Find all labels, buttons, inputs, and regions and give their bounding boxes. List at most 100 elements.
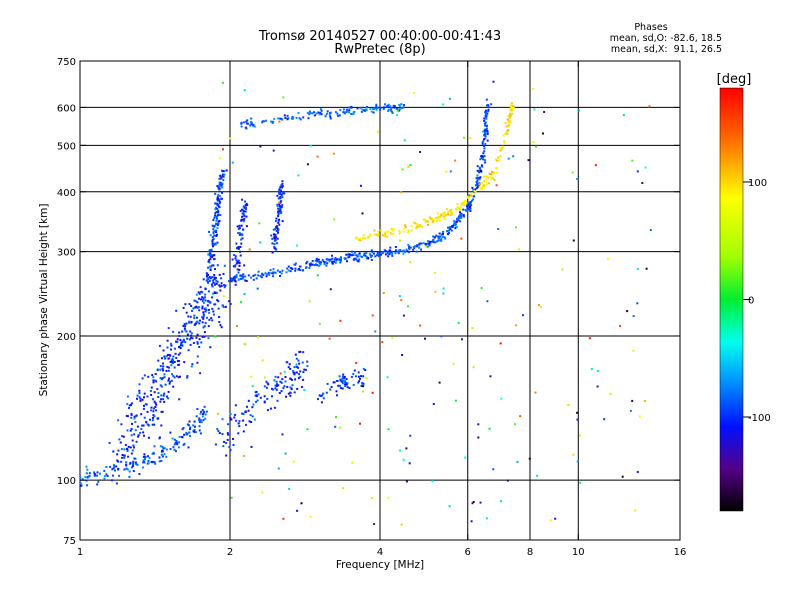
data-point bbox=[209, 346, 212, 349]
data-point bbox=[224, 305, 227, 308]
data-point bbox=[147, 436, 150, 439]
data-point bbox=[188, 303, 191, 305]
data-point bbox=[314, 263, 317, 266]
data-point bbox=[285, 271, 288, 274]
data-point bbox=[239, 274, 242, 277]
data-point bbox=[126, 395, 129, 398]
data-point bbox=[408, 462, 411, 465]
data-point bbox=[120, 460, 123, 463]
data-point bbox=[375, 105, 378, 108]
data-point bbox=[280, 193, 283, 196]
data-point bbox=[366, 256, 369, 259]
data-point bbox=[170, 373, 173, 376]
data-point bbox=[345, 378, 348, 381]
data-point bbox=[217, 205, 220, 208]
data-point bbox=[163, 355, 166, 358]
data-point bbox=[221, 169, 223, 172]
data-point bbox=[472, 192, 475, 195]
data-point bbox=[309, 112, 312, 114]
data-point bbox=[472, 501, 475, 503]
data-point bbox=[213, 283, 216, 286]
data-point bbox=[447, 226, 449, 229]
data-point bbox=[206, 410, 208, 413]
data-point bbox=[454, 399, 457, 402]
data-point bbox=[298, 117, 301, 120]
data-point bbox=[193, 317, 196, 320]
data-point bbox=[375, 103, 378, 106]
data-point bbox=[208, 318, 211, 321]
data-point bbox=[252, 403, 255, 406]
data-point bbox=[336, 394, 338, 397]
data-point bbox=[273, 271, 276, 274]
data-point bbox=[341, 377, 344, 380]
data-point bbox=[495, 171, 498, 174]
data-point bbox=[440, 233, 443, 236]
data-point bbox=[211, 236, 214, 239]
data-point bbox=[247, 274, 250, 277]
data-point bbox=[483, 134, 486, 137]
data-point bbox=[259, 275, 262, 278]
data-point bbox=[416, 245, 419, 248]
data-point bbox=[492, 171, 495, 174]
data-point bbox=[471, 199, 473, 202]
data-point bbox=[169, 380, 172, 383]
data-point bbox=[443, 212, 446, 215]
data-point bbox=[279, 196, 282, 199]
data-point bbox=[272, 233, 275, 236]
data-point bbox=[153, 445, 156, 448]
data-point bbox=[162, 369, 165, 372]
data-point bbox=[451, 212, 454, 215]
data-point bbox=[431, 217, 434, 220]
data-point bbox=[266, 382, 269, 385]
data-point bbox=[189, 426, 192, 429]
data-point bbox=[407, 251, 410, 254]
data-point bbox=[120, 423, 123, 426]
data-point bbox=[354, 251, 356, 254]
data-point bbox=[96, 471, 99, 474]
data-point bbox=[486, 124, 488, 127]
data-point bbox=[458, 207, 461, 210]
data-point bbox=[246, 204, 249, 206]
data-point bbox=[390, 228, 393, 231]
data-point bbox=[194, 425, 196, 428]
x-tick-label: 4 bbox=[377, 547, 383, 558]
data-point bbox=[466, 209, 468, 212]
data-point bbox=[427, 245, 429, 248]
data-point bbox=[142, 407, 145, 410]
data-point bbox=[205, 309, 208, 311]
data-point bbox=[183, 323, 186, 326]
data-point bbox=[213, 274, 216, 276]
data-point bbox=[258, 222, 261, 225]
data-point bbox=[219, 174, 222, 177]
data-point bbox=[184, 341, 187, 344]
data-point bbox=[220, 282, 223, 285]
data-point bbox=[214, 335, 217, 338]
data-point bbox=[362, 375, 365, 378]
data-point bbox=[506, 479, 509, 482]
data-point bbox=[319, 108, 322, 111]
data-point bbox=[321, 394, 324, 397]
data-point bbox=[202, 313, 205, 316]
data-point bbox=[275, 388, 278, 391]
data-point bbox=[326, 112, 328, 115]
data-point bbox=[227, 433, 230, 436]
data-point bbox=[209, 255, 212, 258]
data-point bbox=[143, 434, 145, 437]
data-point bbox=[279, 200, 282, 203]
data-point bbox=[287, 366, 290, 369]
data-point bbox=[379, 107, 382, 109]
data-point bbox=[213, 277, 216, 280]
data-point bbox=[276, 204, 279, 207]
data-point bbox=[243, 219, 245, 222]
data-point bbox=[516, 460, 519, 463]
data-point bbox=[233, 254, 236, 256]
data-point bbox=[147, 455, 149, 458]
data-point bbox=[388, 249, 391, 252]
data-point bbox=[361, 212, 364, 215]
data-point bbox=[374, 233, 376, 236]
data-point bbox=[309, 515, 312, 518]
data-point bbox=[218, 183, 221, 186]
data-point bbox=[220, 183, 223, 186]
data-point bbox=[644, 166, 647, 169]
data-point bbox=[649, 229, 652, 231]
